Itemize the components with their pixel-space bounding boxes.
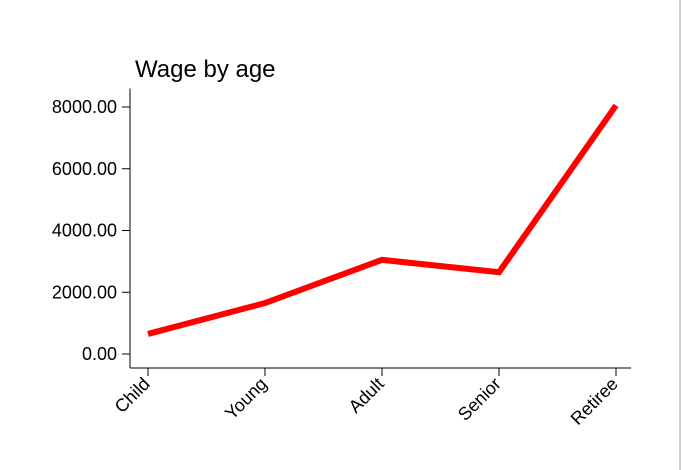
x-tick-label: Senior [454, 374, 505, 425]
y-tick-label: 2000.00 [52, 282, 117, 302]
x-tick-label: Adult [345, 374, 388, 417]
y-tick-label: 0.00 [82, 344, 117, 364]
chart-series [147, 103, 619, 337]
chart-title: Wage by age [135, 56, 276, 83]
x-tick-label: Child [111, 374, 154, 417]
chart-axes [129, 88, 631, 369]
series-line [147, 103, 619, 337]
y-tick-label: 4000.00 [52, 221, 117, 241]
chart-ticks: 0.00 2000.00 4000.00 6000.00 8000.00 Child You… [52, 97, 622, 429]
y-tick-label: 6000.00 [52, 159, 117, 179]
window-edge-line [679, 0, 681, 470]
x-tick-label: Young [221, 374, 271, 424]
y-tick-label: 8000.00 [52, 97, 117, 117]
x-tick-label: Retiree [567, 374, 622, 429]
